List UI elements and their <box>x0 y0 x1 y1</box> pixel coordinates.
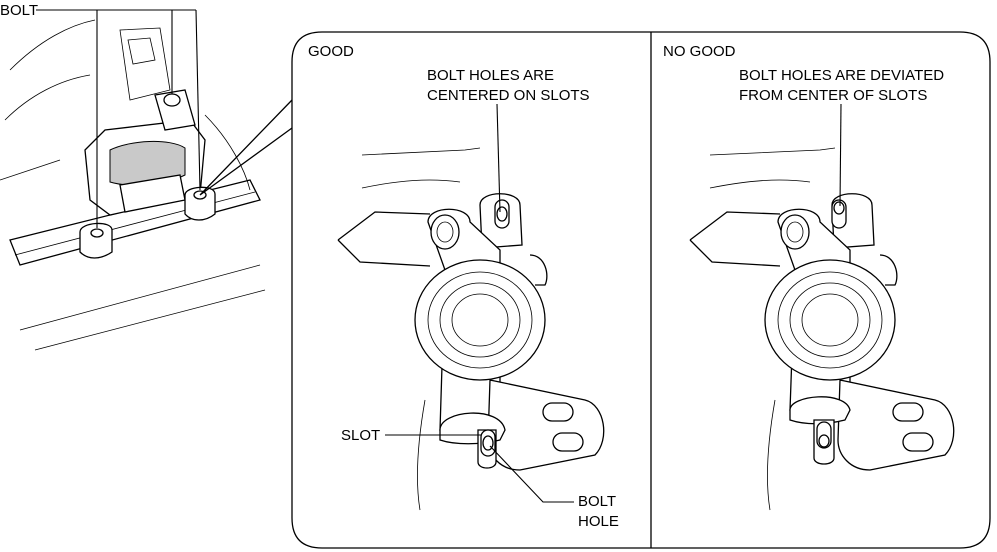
good-lower-bolt-hole <box>482 435 494 451</box>
bolt-hole-label-line2: HOLE <box>578 513 619 530</box>
bolt-hole-label-line1: BOLT <box>578 493 616 510</box>
good-note-leader <box>496 103 501 213</box>
slot-label: SLOT <box>341 427 380 444</box>
bolt-hole-leader <box>489 445 574 503</box>
bolt-leader-lines <box>36 9 201 228</box>
bolt-label: BOLT <box>0 2 38 19</box>
good-lower-slot <box>480 429 496 457</box>
magnify-wedge <box>199 99 293 196</box>
engine-mount-overview <box>0 19 266 351</box>
good-note-line2: CENTERED ON SLOTS <box>427 87 590 104</box>
good-upper-slot <box>494 199 510 229</box>
no-good-upper-bolt-hole <box>833 201 845 215</box>
no-good-heading: NO GOOD <box>663 43 736 60</box>
no-good-lower-bolt-hole <box>818 434 830 448</box>
good-note-line1: BOLT HOLES ARE <box>427 67 554 84</box>
good-upper-bolt-hole <box>496 206 508 222</box>
no-good-mount-detail <box>689 147 955 511</box>
no-good-note-line1: BOLT HOLES ARE DEVIATED <box>739 67 944 84</box>
no-good-note-leader <box>839 103 842 207</box>
overview-bolt-front <box>90 228 104 238</box>
no-good-note-line2: FROM CENTER OF SLOTS <box>739 87 927 104</box>
good-heading: GOOD <box>308 43 354 60</box>
overview-bolt-top <box>163 93 181 107</box>
good-mount-detail <box>337 147 605 511</box>
detail-frame <box>291 31 991 549</box>
